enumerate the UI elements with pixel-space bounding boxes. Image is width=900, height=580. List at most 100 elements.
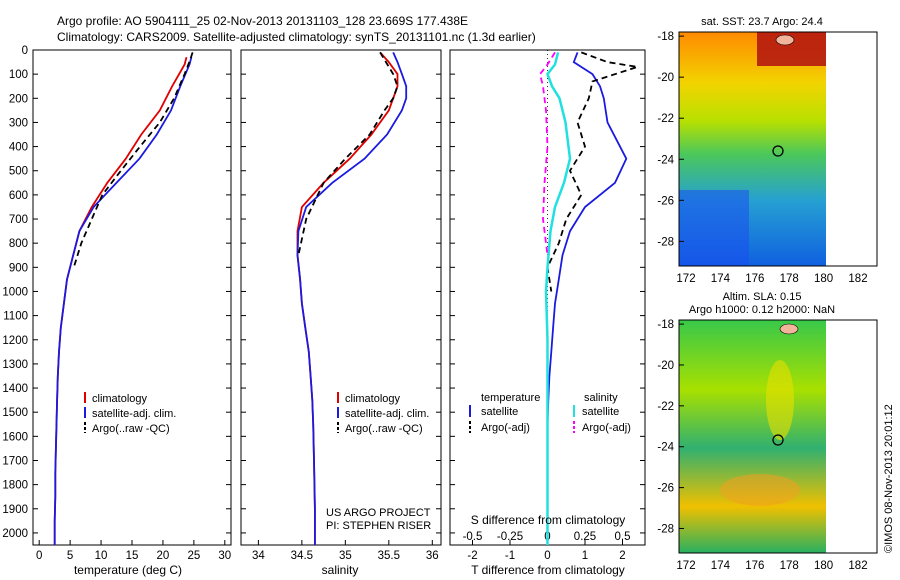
depth-tick-label: 700 [9, 214, 28, 226]
temperature-x-tick-label: 5 [67, 550, 73, 562]
argo-location-marker [772, 434, 784, 446]
salinity-x-tick-label: 35.5 [378, 550, 400, 562]
map-x-tick-label: 172 [676, 560, 695, 572]
legend-label-climatology: climatology [92, 393, 148, 405]
sla-map-frame [678, 319, 878, 554]
sst-map [678, 31, 878, 267]
depth-tick-label: 1200 [2, 335, 28, 347]
legend-title-salinity: salinity [584, 392, 618, 404]
map-y-tick-label: -22 [657, 401, 674, 413]
sst-map-title: sat. SST: 23.7 Argo: 24.4 [701, 16, 823, 28]
temperature-x-tick-label: 20 [157, 550, 170, 562]
depth-tick-label: 1000 [2, 286, 28, 298]
depth-tick-label: 1300 [2, 359, 28, 371]
map-y-tick-label: -26 [657, 483, 674, 495]
sla-map-axes: -18 -20 -22 -24 -26 -28 172 174 176 178 180 182 [657, 319, 867, 572]
map-y-tick-label: -20 [657, 72, 674, 84]
header-line-2: Climatology: CARS2009. Satellite-adjuste… [57, 30, 536, 44]
sla-map [678, 319, 878, 554]
sla-high-band [766, 360, 794, 440]
map-y-tick-label: -28 [657, 236, 674, 248]
salinity-x-tick-label: 35 [339, 550, 352, 562]
s-difference-tick-label: 0.5 [615, 531, 631, 543]
map-x-tick-label: 178 [780, 273, 799, 285]
temperature-x-tick-label: 25 [187, 550, 200, 562]
map-y-tick-label: -20 [657, 360, 674, 372]
series-line-temperature-satellite [546, 52, 628, 545]
depth-axis: 0 100 200 300 400 500 600 700 800 900 1000 1100 1200… [2, 45, 645, 540]
credit-pi: PI: STEPHEN RISER [326, 520, 431, 532]
s-difference-tick-label: 0.25 [574, 531, 596, 543]
sla-map-title-1: Altim. SLA: 0.15 [723, 291, 802, 303]
legend-label-sal-argo: Argo(-adj) [582, 422, 631, 434]
depth-tick-label: 1100 [3, 311, 28, 323]
map-y-tick-label: -18 [657, 319, 674, 331]
depth-tick-label: 600 [9, 190, 28, 202]
map-y-tick-label: -22 [657, 113, 674, 125]
salinity-xlabel: salinity [322, 563, 359, 577]
legend-label-argo: Argo(..raw -QC) [345, 423, 423, 435]
series-line-argo [297, 51, 399, 256]
series-line-climatology [53, 56, 188, 545]
temperature-plot: 0 5 10 15 20 25 30 [36, 52, 231, 562]
depth-tick-label: 200 [9, 93, 28, 105]
depth-tick-label: 1700 [2, 455, 28, 467]
map-y-tick-label: -24 [657, 154, 674, 166]
map-x-tick-label: 180 [814, 560, 833, 572]
temperature-x-tick-label: 15 [126, 550, 139, 562]
t-difference-tick-label: -1 [505, 550, 515, 562]
map-x-tick-label: 178 [780, 560, 799, 572]
temperature-xlabel: temperature (deg C) [74, 563, 182, 577]
map-x-tick-label: 174 [711, 560, 731, 572]
salinity-axes-frame [240, 49, 442, 546]
depth-tick-label: 1600 [2, 431, 28, 443]
argo-location-marker [772, 145, 784, 157]
legend-label-sal-satellite: satellite [582, 406, 619, 418]
map-x-tick-label: 174 [711, 273, 731, 285]
temperature-x-tick-label: 10 [95, 550, 108, 562]
series-line-argo [72, 52, 194, 268]
sst-cool-patch [679, 190, 749, 266]
depth-tick-label: 400 [9, 142, 28, 154]
map-x-tick-label: 182 [848, 273, 867, 285]
legend-label-climatology: climatology [345, 393, 401, 405]
map-x-tick-label: 176 [745, 273, 764, 285]
legend-label-argo: Argo(..raw -QC) [92, 423, 170, 435]
sst-map-frame [678, 31, 878, 267]
map-x-tick-label: 172 [676, 273, 695, 285]
legend-title-temperature: temperature [481, 392, 540, 404]
map-y-tick-label: -24 [657, 442, 674, 454]
t-difference-tick-label: 2 [619, 550, 625, 562]
t-difference-tick-label: 0 [544, 550, 550, 562]
series-line-satellite [53, 56, 193, 545]
salinity-x-tick-label: 34.5 [291, 550, 313, 562]
t-difference-tick-label: 1 [582, 550, 588, 562]
imos-timestamp: ©IMOS 08-Nov-2013 20:01:12 [883, 404, 895, 553]
legend-label-temp-satellite: satellite [481, 406, 518, 418]
depth-tick-label: 1800 [2, 480, 28, 492]
s-difference-label: S difference from climatology [471, 513, 626, 527]
sla-map-title-2: Argo h1000: 0.12 h2000: NaN [689, 304, 835, 316]
credit-project: US ARGO PROJECT [326, 507, 431, 519]
difference-legend: temperature salinity satellite Argo(-adj… [469, 392, 631, 434]
depth-tick-label: 1900 [2, 504, 28, 516]
depth-tick-label: 300 [9, 117, 28, 129]
series-line-climatology [296, 51, 399, 545]
map-y-tick-label: -26 [657, 195, 674, 207]
temperature-x-tick-label: 0 [36, 550, 42, 562]
sla-field [679, 320, 826, 553]
t-difference-tick-label: -2 [467, 550, 477, 562]
depth-tick-label: 0 [22, 45, 28, 57]
legend-label-satellite: satellite-adj. clim. [345, 408, 429, 420]
temperature-axes-frame [32, 49, 232, 546]
depth-tick-label: 100 [9, 69, 28, 81]
series-line-salinity-satellite [544, 52, 572, 545]
salinity-x-tick-label: 36 [426, 550, 439, 562]
depth-tick-label: 2000 [2, 528, 28, 540]
temperature-x-tick-label: 30 [218, 550, 231, 562]
sst-no-data [826, 32, 877, 266]
legend-label-temp-argo: Argo(-adj) [481, 422, 530, 434]
depth-tick-label: 1400 [2, 383, 28, 395]
s-difference-tick-label: -0.25 [497, 531, 523, 543]
